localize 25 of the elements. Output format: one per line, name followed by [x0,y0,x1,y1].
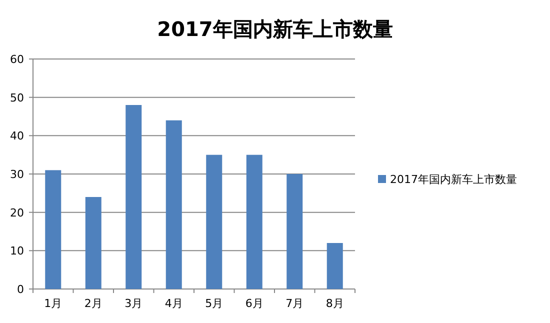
y-tick-label: 50 [10,91,24,104]
y-tick-label: 20 [10,206,24,220]
y-tick-label: 0 [17,283,24,296]
x-tick-label: 2月 [84,297,102,310]
x-tick-label: 7月 [286,297,304,310]
x-tick-label: 6月 [245,297,264,310]
x-tick-label: 5月 [205,297,224,310]
bar [166,120,182,289]
bar [206,154,222,289]
x-tick-label: 1月 [44,297,62,310]
x-tick-label: 3月 [124,297,143,310]
bar [246,154,262,289]
bar [45,170,62,289]
bar [126,105,142,289]
y-tick-label: 40 [10,130,24,143]
bar [286,174,303,289]
legend-label: 2017年国内新车上市数量 [390,173,517,186]
y-tick-label: 10 [10,244,24,258]
y-tick-label: 60 [10,53,24,66]
bar [85,197,102,289]
y-tick-label: 30 [10,168,24,181]
bar [326,243,343,289]
chart-title: 2017年国内新车上市数量 [157,17,393,41]
x-tick-label: 8月 [326,297,344,310]
x-tick-label: 4月 [164,297,183,310]
